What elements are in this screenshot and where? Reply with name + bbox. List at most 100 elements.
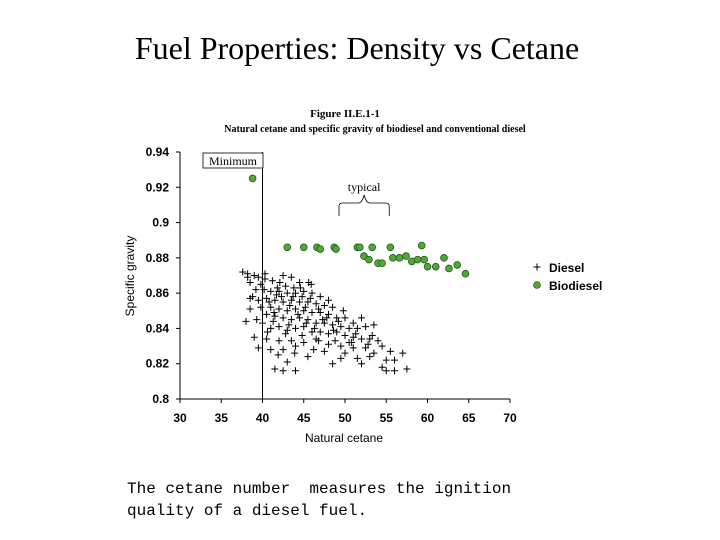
y-tick-label: 0.86 — [146, 286, 170, 300]
biodiesel-point — [299, 243, 308, 252]
diesel-point — [273, 284, 281, 292]
diesel-point — [263, 335, 271, 343]
diesel-point — [292, 324, 299, 332]
diesel-point — [333, 314, 341, 322]
diesel-point — [358, 335, 365, 343]
diesel-point — [370, 321, 378, 329]
diesel-point — [341, 331, 349, 339]
diesel-point — [292, 289, 299, 297]
diesel-point — [275, 337, 283, 345]
diesel-point — [364, 340, 372, 348]
diesel-point — [267, 303, 275, 311]
diesel-point — [283, 307, 291, 315]
y-axis-ticks: 0.8 0.82 0.84 0.86 0.88 0.9 0.92 0.94 — [146, 145, 180, 406]
diesel-point — [239, 268, 247, 276]
diesel-point — [291, 349, 299, 357]
scatter-points — [239, 174, 470, 375]
biodiesel-point — [423, 262, 432, 271]
diesel-point — [333, 328, 341, 336]
diesel-point — [276, 279, 284, 287]
diesel-point — [282, 282, 290, 290]
x-tick-label: 65 — [462, 411, 476, 425]
biodiesel-point — [453, 261, 462, 269]
diesel-point — [261, 270, 269, 278]
diesel-point — [391, 356, 398, 364]
diesel-point — [301, 303, 309, 311]
diesel-point — [310, 324, 318, 332]
diesel-point — [271, 312, 279, 320]
diesel-point — [292, 367, 299, 375]
diesel-point — [267, 346, 275, 354]
biodiesel-point — [413, 255, 422, 264]
biodiesel-point — [440, 254, 448, 262]
diesel-point — [253, 316, 261, 324]
diesel-point — [399, 349, 407, 357]
chart-subtitle: Natural cetane and specific gravity of b… — [224, 124, 526, 135]
diesel-point — [308, 289, 316, 297]
diesel-point — [341, 314, 349, 322]
diesel-point — [353, 324, 361, 332]
biodiesel-point — [332, 245, 340, 253]
diesel-point — [300, 323, 308, 331]
diesel-point — [296, 279, 304, 287]
diesel-point — [315, 337, 323, 345]
diesel-point — [269, 317, 277, 325]
diesel-point — [292, 342, 299, 350]
diesel-point — [337, 342, 345, 350]
diesel-point — [370, 349, 378, 357]
diesel-point — [257, 280, 265, 288]
diesel-point — [246, 294, 254, 302]
diesel-point — [374, 337, 382, 345]
diesel-point — [325, 310, 332, 318]
diesel-point — [290, 284, 298, 292]
typical-bracket — [338, 194, 390, 216]
x-tick-label: 60 — [421, 411, 435, 425]
diesel-point — [382, 356, 390, 364]
diesel-point — [263, 328, 271, 336]
diesel-point — [287, 337, 295, 345]
biodiesel-point — [417, 241, 426, 250]
diesel-point — [275, 305, 283, 313]
diesel-point — [362, 323, 370, 331]
diesel-point — [310, 346, 318, 354]
diesel-point — [329, 326, 337, 334]
diesel-point — [329, 303, 337, 311]
biodiesel-point — [431, 262, 440, 271]
y-tick-label: 0.84 — [146, 321, 170, 335]
diesel-point — [306, 294, 314, 302]
diesel-point — [312, 319, 320, 327]
x-tick-label: 70 — [503, 411, 517, 425]
diesel-point — [304, 298, 312, 306]
diesel-point — [378, 342, 386, 350]
typical-label: typical — [348, 180, 381, 194]
x-tick-label: 35 — [215, 411, 229, 425]
diesel-point — [279, 298, 287, 306]
y-axis-label: Specific gravity — [123, 236, 137, 317]
diesel-point — [246, 305, 254, 313]
diesel-point — [271, 296, 279, 304]
diesel-point — [294, 310, 302, 318]
diesel-point — [244, 273, 252, 281]
biodiesel-point — [365, 255, 373, 264]
diesel-point — [358, 314, 365, 322]
x-tick-label: 55 — [380, 411, 394, 425]
diesel-point — [268, 277, 276, 285]
diesel-point — [331, 337, 339, 345]
diesel-point — [279, 272, 287, 279]
diesel-point — [307, 280, 315, 288]
diesel-point — [329, 321, 337, 329]
diesel-point — [382, 367, 390, 375]
biodiesel-point — [386, 243, 395, 252]
diesel-point — [325, 330, 332, 338]
diesel-point — [274, 351, 282, 359]
diesel-point — [345, 339, 353, 347]
diesel-point — [300, 339, 308, 347]
slide-title: Fuel Properties: Density vs Cetane — [134, 30, 580, 66]
diesel-point — [403, 365, 411, 373]
chart-title: Figure II.E.1-1 — [310, 108, 380, 120]
diesel-point — [286, 301, 294, 309]
minimum-label-box — [202, 152, 264, 169]
y-tick-label: 0.82 — [146, 357, 170, 371]
legend-diesel-label: Diesel — [549, 261, 584, 275]
diesel-point — [282, 330, 290, 338]
